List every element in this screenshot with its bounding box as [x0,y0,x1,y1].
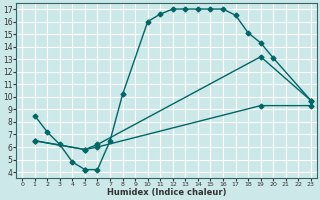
X-axis label: Humidex (Indice chaleur): Humidex (Indice chaleur) [107,188,226,197]
